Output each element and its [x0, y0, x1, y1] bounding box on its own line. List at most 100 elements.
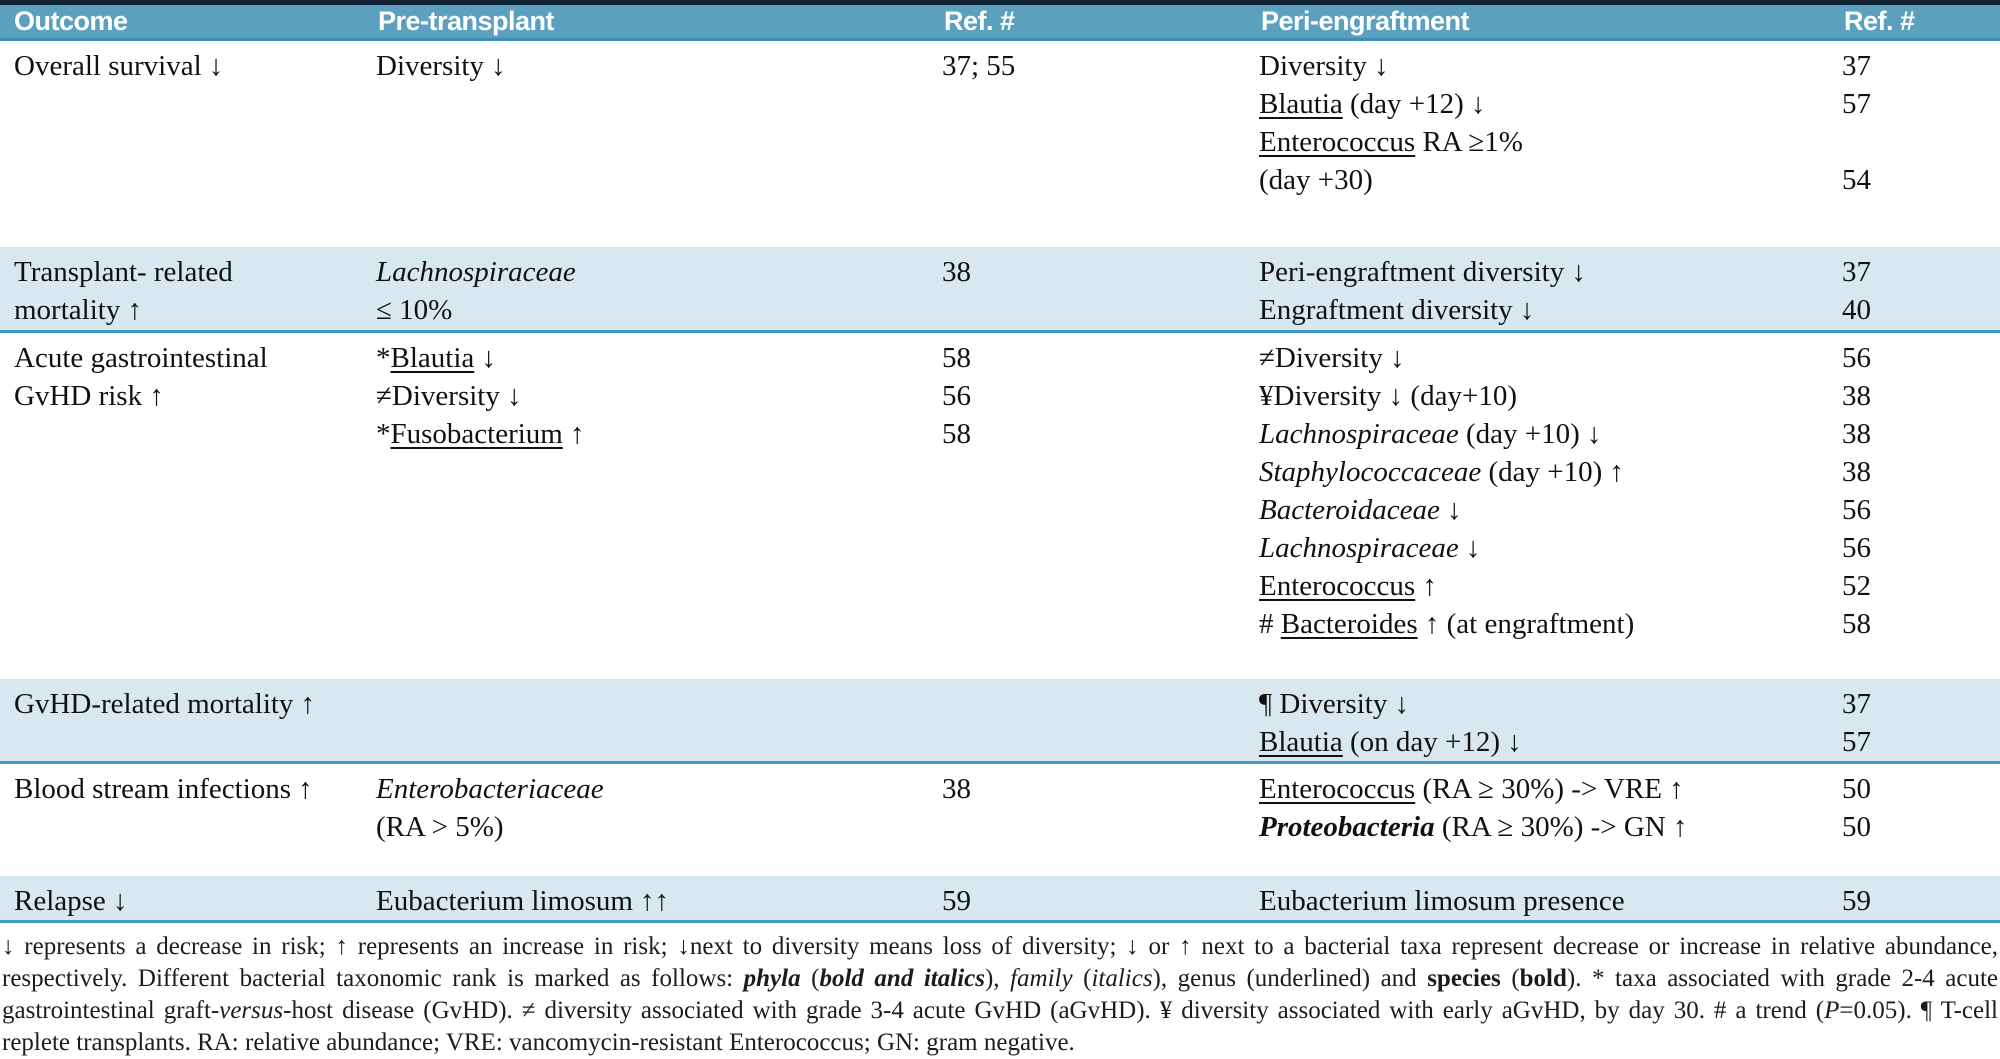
cell-line: (day +30) [1259, 161, 1842, 199]
ref-value [942, 808, 1259, 846]
text-segment: Bacteroides [1280, 608, 1418, 640]
ref-value: 56 [1842, 494, 1871, 526]
ref-pre-cell: 38 [942, 770, 1259, 846]
cell-line: GvHD risk ↑ [14, 377, 376, 415]
ref-pre-cell: 58 56 58 [942, 339, 1259, 643]
ref-peri-cell: 56 38 38 38 56 56 52 58 [1842, 339, 2000, 643]
footnote: ↓ represents a decrease in risk; ↑ repre… [0, 931, 2000, 1059]
peri-engraftment-cell: Enterococcus (RA ≥ 30%) -> VRE ↑ Proteoba… [1259, 770, 1842, 846]
text-segment: (RA > 5%) [376, 811, 504, 843]
table-row: Relapse ↓ Eubacterium limosum ↑↑ 59 Eubacte… [0, 876, 2000, 923]
text-segment: ↓ [1458, 532, 1481, 564]
table-body: Overall survival ↓ Diversity ↓ 37; 55 Diver… [0, 41, 2000, 923]
text-segment: Bacteroidaceae [1259, 494, 1440, 526]
text-segment: Enterococcus [1259, 126, 1416, 158]
ref-value: 56 [1842, 342, 1871, 374]
text-segment: ¶ Diversity ↓ [1259, 688, 1410, 720]
text-segment: ≤ 10% [376, 294, 453, 326]
text-segment: (day +10) ↓ [1458, 418, 1602, 450]
ref-value: 37 [1842, 256, 1871, 288]
ref-value: 38 [1842, 380, 1871, 412]
text-segment: # [1259, 608, 1281, 640]
text-segment: Eubacterium limosum ↑↑ [376, 885, 670, 917]
text-segment: GvHD-related mortality ↑ [14, 688, 316, 720]
footnote-segment: ), [984, 965, 1011, 992]
pre-transplant-cell: *Blautia ↓ ≠Diversity ↓ *Fusobacterium ↑ [376, 339, 942, 643]
footnote-segment: species [1427, 965, 1501, 992]
cell-line: Acute gastrointestinal [14, 339, 376, 377]
cell-line: Diversity ↓ [376, 47, 942, 85]
text-segment: ↑ [562, 418, 585, 450]
cell-line: Blautia (day +12) ↓ [1259, 85, 1842, 123]
cell-line: Enterobacteriaceae [376, 770, 942, 808]
text-segment: (day +30) [1259, 164, 1373, 196]
cell-line: Enterococcus (RA ≥ 30%) -> VRE ↑ [1259, 770, 1842, 808]
footnote-segment: -host disease (GvHD). ≠ diversity associ… [283, 997, 1825, 1024]
cell-line: (RA > 5%) [376, 808, 942, 846]
cell-line: *Fusobacterium ↑ [376, 415, 942, 453]
column-header-ref-peri: Ref. # [1844, 6, 1915, 36]
ref-peri-cell: 59 [1842, 882, 2000, 920]
ref-pre-cell: 59 [942, 882, 1259, 920]
footnote-segment: P [1824, 997, 1840, 1024]
ref-value [1842, 123, 2000, 161]
peri-engraftment-cell: Eubacterium limosum presence [1259, 882, 1842, 920]
outcome-cell: Overall survival ↓ [0, 47, 376, 199]
text-segment: Diversity ↓ [376, 50, 506, 82]
text-segment: Fusobacterium [390, 418, 563, 450]
cell-line: Diversity ↓ [1259, 47, 1842, 85]
cell-line: Proteobacteria (RA ≥ 30%) -> GN ↑ [1259, 808, 1842, 846]
pre-transplant-cell [376, 685, 942, 761]
footnote-segment: ( [1072, 965, 1092, 992]
text-segment: ¥Diversity ↓ (day+10) [1259, 380, 1517, 412]
ref-value: 56 [942, 380, 971, 412]
footnote-segment: ( [800, 965, 820, 992]
table-row: Acute gastrointestinal GvHD risk ↑ *Blauti… [0, 333, 2000, 679]
peri-engraftment-cell: ≠Diversity ↓ ¥Diversity ↓ (day+10) Lachnos… [1259, 339, 1842, 643]
text-segment: Proteobacteria [1259, 811, 1435, 843]
cell-line: Peri-engraftment diversity ↓ [1259, 253, 1842, 291]
ref-peri-cell: 50 50 [1842, 770, 2000, 846]
text-segment: ≠Diversity ↓ [376, 380, 522, 412]
cell-line: ≠Diversity ↓ [1259, 339, 1842, 377]
text-segment: ↓ [1439, 494, 1462, 526]
cell-line: ¥Diversity ↓ (day+10) [1259, 377, 1842, 415]
column-header-ref-pre: Ref. # [944, 6, 1015, 36]
pre-transplant-cell: Diversity ↓ [376, 47, 942, 199]
text-segment: Diversity ↓ [1259, 50, 1389, 82]
text-segment: mortality ↑ [14, 294, 143, 326]
ref-value: 59 [1842, 885, 1871, 917]
text-segment: Transplant- related [14, 256, 233, 288]
text-segment: Peri-engraftment diversity ↓ [1259, 256, 1586, 288]
ref-value: 37 [1842, 688, 1871, 720]
footnote-segment: italics [1091, 965, 1153, 992]
footnote-segment: versus [219, 997, 284, 1024]
text-segment: GvHD risk ↑ [14, 380, 164, 412]
text-segment: Acute gastrointestinal [14, 342, 268, 374]
outcome-cell: Acute gastrointestinal GvHD risk ↑ [0, 339, 376, 643]
table-row: GvHD-related mortality ↑ ¶ Diversity ↓ Bla… [0, 679, 2000, 764]
ref-value: 38 [942, 256, 971, 288]
ref-peri-cell: 37 57 [1842, 685, 2000, 761]
ref-value: 57 [1842, 726, 1871, 758]
text-segment: Engraftment diversity ↓ [1259, 294, 1535, 326]
ref-value: 59 [942, 885, 971, 917]
cell-line: Enterococcus ↑ [1259, 567, 1842, 605]
ref-value: 37; 55 [942, 50, 1016, 82]
text-segment: Enterococcus [1259, 570, 1416, 602]
table-row: Overall survival ↓ Diversity ↓ 37; 55 Diver… [0, 41, 2000, 247]
peri-engraftment-cell: Peri-engraftment diversity ↓ Engraftment … [1259, 253, 1842, 329]
cell-line: ≠Diversity ↓ [376, 377, 942, 415]
text-segment: (day +12) ↓ [1342, 88, 1486, 120]
text-segment: * [376, 342, 391, 374]
text-segment: Enterococcus [1259, 773, 1416, 805]
cell-line: Lachnospiraceae ↓ [1259, 529, 1842, 567]
text-segment: Blautia [1259, 88, 1343, 120]
text-segment: (RA ≥ 30%) -> GN ↑ [1434, 811, 1688, 843]
cell-line: GvHD-related mortality ↑ [14, 685, 376, 723]
pre-transplant-cell: Lachnospiraceae ≤ 10% [376, 253, 942, 329]
ref-value: 37 [1842, 50, 1871, 82]
cell-line: # Bacteroides ↑ (at engraftment) [1259, 605, 1842, 643]
footnote-segment: =0.05). ¶ T-cell replete transplants. RA… [2, 997, 1999, 1056]
text-segment: ↑ (at engraftment) [1417, 608, 1635, 640]
